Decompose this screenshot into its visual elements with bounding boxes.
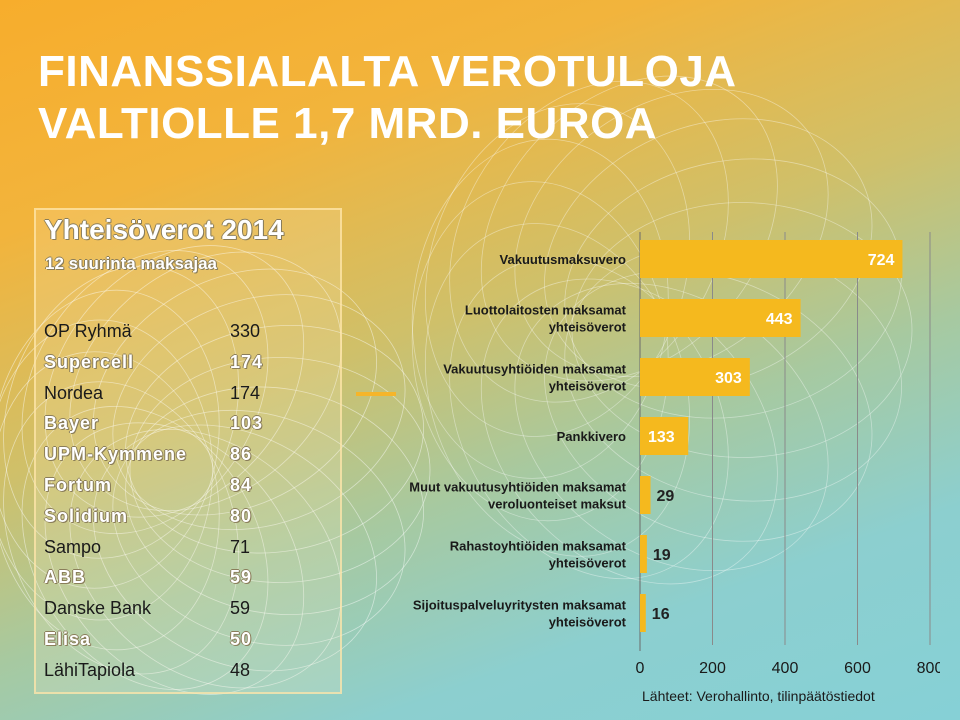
taxpayer-name: Bayer	[44, 413, 100, 434]
taxpayer-value: 59	[230, 598, 251, 619]
value-label: 133	[648, 429, 675, 446]
taxpayers-title: Yhteisöverot 2014	[44, 214, 284, 245]
taxpayer-name: Fortum	[44, 474, 112, 495]
bar	[640, 535, 647, 573]
taxpayer-row: Supercell 174	[44, 349, 334, 380]
x-tick-label: 200	[699, 660, 726, 677]
category-label: Muut vakuutusyhtiöiden maksamat	[409, 480, 626, 495]
x-tick-label: 800	[917, 660, 940, 677]
taxpayer-row: Danske Bank 59	[44, 595, 334, 626]
value-label: 303	[715, 370, 742, 387]
taxpayer-value: 174	[230, 382, 261, 403]
value-label: 16	[652, 606, 670, 623]
taxpayer-value: 174	[230, 351, 264, 372]
category-label: Sijoituspalveluyritysten maksamat	[413, 598, 627, 613]
taxpayers-subtitle: 12 suurinta maksajaa	[45, 254, 217, 273]
taxpayer-name: Danske Bank	[44, 598, 152, 619]
taxpayers-panel: Yhteisöverot 2014 12 suurinta maksajaa O…	[34, 208, 342, 694]
taxpayer-row: Sampo 71	[44, 534, 334, 565]
taxpayer-name: Supercell	[44, 351, 135, 372]
value-label: 19	[653, 547, 671, 564]
taxpayer-value: 86	[230, 444, 253, 465]
value-label: 443	[766, 311, 793, 328]
taxpayer-value: 80	[230, 505, 253, 526]
taxpayer-value: 71	[230, 536, 251, 557]
taxpayer-name: Nordea	[44, 382, 104, 403]
category-label: yhteisöverot	[549, 379, 627, 394]
page-title-line-2: VALTIOLLE 1,7 MRD. EUROA	[38, 99, 658, 148]
taxpayer-value: 103	[230, 413, 264, 434]
taxpayer-name: ABB	[44, 567, 86, 588]
x-tick-label: 600	[844, 660, 871, 677]
tax-revenue-bar-chart: 0 200 400 600 800 Vakuutusmaksuvero 724 Luottol…	[409, 232, 940, 677]
taxpayer-row: Solidium 80	[44, 503, 334, 534]
category-label: veroluonteiset maksut	[488, 497, 627, 512]
category-label: Pankkivero	[557, 429, 626, 444]
taxpayers-list: OP Ryhmä 330 Supercell 174 Nordea 174 Bayer 103…	[44, 318, 334, 688]
taxpayer-value: 84	[230, 474, 253, 495]
taxpayer-value: 330	[230, 321, 261, 341]
taxpayer-row: LähiTapiola 48	[44, 657, 334, 688]
taxpayer-row: UPM-Kymmene 86	[44, 441, 334, 472]
category-label: Vakuutusyhtiöiden maksamat	[443, 362, 626, 377]
taxpayer-name: Solidium	[44, 505, 128, 526]
category-label: Rahastoyhtiöiden maksamat	[450, 539, 627, 554]
taxpayer-row: Elisa 50	[44, 626, 334, 657]
value-label: 724	[868, 252, 895, 269]
bar	[640, 299, 801, 337]
bar	[640, 594, 646, 632]
category-label: Luottolaitosten maksamat	[465, 303, 627, 318]
taxpayer-value: 59	[230, 567, 253, 588]
taxpayer-name: Sampo	[44, 536, 102, 557]
category-label: yhteisöverot	[549, 556, 627, 571]
value-label: 29	[657, 488, 675, 505]
legend-dash-marker	[356, 392, 396, 396]
taxpayer-row: ABB 59	[44, 564, 334, 595]
page-title-line-1: FINANSSIALALTA VEROTULOJA	[38, 47, 737, 96]
taxpayer-value: 48	[230, 659, 251, 680]
taxpayer-row: Bayer 103	[44, 410, 334, 441]
taxpayer-name: OP Ryhmä	[44, 321, 132, 341]
taxpayer-name: Elisa	[44, 628, 92, 649]
category-label: yhteisöverot	[549, 615, 627, 630]
taxpayer-row: Nordea 174	[44, 380, 334, 411]
bar	[640, 240, 903, 278]
bar	[640, 417, 689, 455]
page-title: FINANSSIALALTA VEROTULOJA VALTIOLLE 1,7 …	[38, 46, 737, 150]
taxpayer-row: OP Ryhmä 330	[44, 318, 334, 349]
taxpayer-value: 50	[230, 628, 253, 649]
x-tick-label: 400	[772, 660, 799, 677]
taxpayer-name: UPM-Kymmene	[44, 444, 188, 465]
source-note: Lähteet: Verohallinto, tilinpäätöstiedot	[642, 688, 875, 704]
category-label: yhteisöverot	[549, 320, 627, 335]
bar	[640, 358, 750, 396]
x-tick-label: 0	[636, 660, 645, 677]
taxpayer-name: LähiTapiola	[44, 659, 136, 680]
taxpayer-row: Fortum 84	[44, 472, 334, 503]
category-label: Vakuutusmaksuvero	[500, 252, 627, 267]
bar	[640, 476, 651, 514]
